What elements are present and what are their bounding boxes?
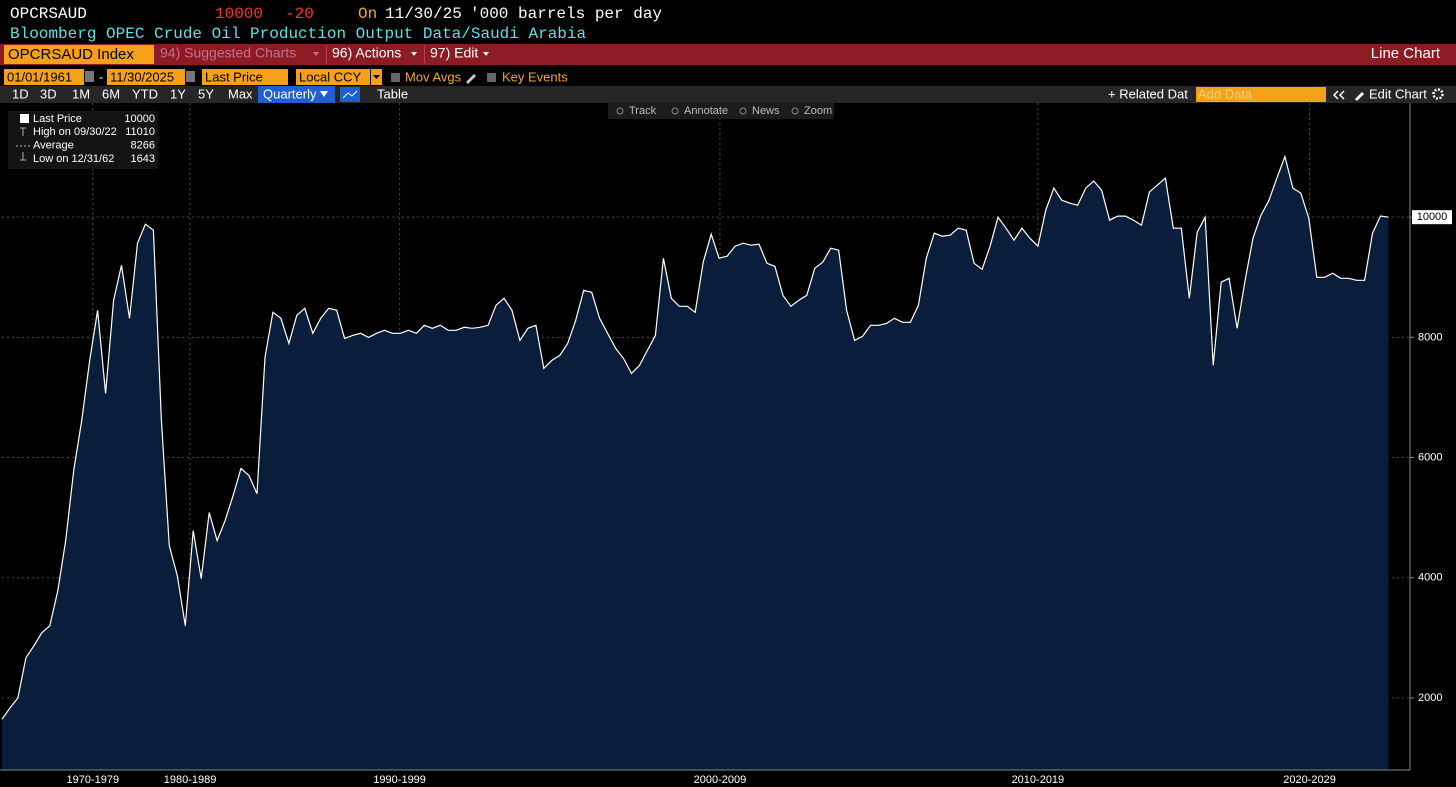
edit-chart[interactable]: Edit Chart [1369, 86, 1427, 101]
frequency[interactable]: Quarterly [263, 86, 317, 101]
x-tick-label: 1990-1999 [373, 774, 426, 786]
tool-button[interactable]: Track [629, 105, 657, 117]
tool-icon [739, 107, 747, 115]
legend-label: Low on 12/31/62 [33, 153, 114, 165]
frequency-box[interactable] [258, 86, 335, 103]
description: Bloomberg OPEC Crude Oil Production Outp… [10, 25, 586, 43]
tool-icon [671, 107, 679, 115]
collapse-icon[interactable] [1332, 90, 1345, 100]
legend-icon [20, 127, 26, 136]
menu-bar [0, 44, 1456, 65]
end-date[interactable]: 11/30/2025 [110, 69, 174, 84]
x-tick-label: 1980-1989 [164, 774, 217, 786]
currency[interactable]: Local CCY [299, 69, 361, 84]
legend-swatch [20, 114, 29, 123]
period-button[interactable]: 3D [40, 86, 57, 101]
dropdown-arrow [320, 91, 328, 97]
last-value-label: 10000 [1417, 211, 1448, 223]
input-box[interactable] [1196, 87, 1326, 102]
y-tick-label: 8000 [1418, 331, 1442, 343]
checkbox[interactable] [487, 73, 496, 82]
legend-value: 1643 [131, 153, 155, 165]
legend-value: 10000 [124, 113, 155, 125]
ticker: OPCRSAUD [10, 5, 87, 23]
menu-item[interactable]: 96) Actions [332, 45, 401, 61]
period-button[interactable]: Max [228, 86, 253, 101]
legend-label: Last Price [33, 113, 82, 125]
y-tick-label: 2000 [1418, 692, 1442, 704]
dropdown-arrow [483, 52, 489, 56]
input-box[interactable] [202, 69, 288, 85]
period-bar [0, 86, 1456, 103]
checkbox[interactable] [391, 73, 400, 82]
dropdown-arrow [411, 52, 417, 56]
y-tick-label: 4000 [1418, 572, 1442, 584]
add-data[interactable]: Add Data [1198, 86, 1253, 101]
chart-icon-line [342, 90, 358, 99]
last-value-box [1412, 210, 1452, 225]
input-box[interactable] [4, 69, 84, 85]
tool-button[interactable]: Annotate [684, 105, 728, 117]
field[interactable]: Last Price [205, 69, 263, 84]
option[interactable]: Key Events [502, 69, 568, 84]
pencil-icon[interactable] [466, 74, 476, 84]
last-price: 10000 [215, 5, 263, 23]
period-button[interactable]: YTD [132, 86, 158, 101]
units: '000 barrels per day [470, 5, 662, 23]
area [2, 156, 1389, 770]
calendar-icon[interactable] [186, 71, 195, 82]
menu-item[interactable]: 94) Suggested Charts [160, 45, 296, 61]
security-box[interactable] [4, 45, 154, 64]
input-box[interactable] [296, 69, 370, 85]
chart-kind: Line Chart [1371, 45, 1441, 62]
tool-icon [791, 107, 799, 115]
legend-value: 11010 [125, 126, 155, 138]
legend-value: 8266 [131, 139, 155, 151]
date-prefix: On [358, 5, 377, 23]
legend-icon [20, 152, 26, 161]
x-tick-label: 1970-1979 [67, 774, 120, 786]
line [1, 154, 1389, 720]
menu-item[interactable]: 97) Edit [430, 45, 478, 61]
separator [326, 45, 327, 64]
period-button[interactable]: 1Y [170, 86, 186, 101]
pencil-icon[interactable] [1355, 92, 1364, 101]
period-button[interactable]: 1D [12, 86, 29, 101]
tool-button[interactable]: Zoom [804, 105, 832, 117]
input-box[interactable] [107, 69, 185, 85]
table-button[interactable]: Table [377, 86, 408, 101]
y-tick-label: 6000 [1418, 451, 1442, 463]
dropdown-arrow [313, 52, 319, 56]
start-date[interactable]: 01/01/1961 [7, 69, 72, 84]
period-button[interactable]: 6M [102, 86, 120, 101]
chart-tools [608, 103, 834, 119]
date: 11/30/25 [385, 5, 462, 23]
x-tick-label: 2020-2029 [1283, 774, 1336, 786]
tool-icon [616, 107, 624, 115]
x-tick-label: 2010-2019 [1012, 774, 1065, 786]
separator [424, 45, 425, 64]
dropdown-arrow [373, 75, 380, 79]
calendar-icon[interactable] [85, 71, 94, 82]
date-separator: - [99, 69, 103, 84]
security[interactable]: OPCRSAUD Index [8, 46, 134, 63]
option[interactable]: Mov Avgs [405, 69, 462, 84]
period-button[interactable]: 5Y [198, 86, 214, 101]
period-button[interactable]: 1M [72, 86, 90, 101]
change: -20 [285, 5, 314, 23]
related-data[interactable]: + Related Dat [1108, 86, 1188, 101]
settings-icon[interactable] [1432, 88, 1444, 100]
legend-label: Average [33, 139, 74, 151]
legend [8, 111, 158, 169]
x-tick-label: 2000-2009 [694, 774, 747, 786]
tool-button[interactable]: News [752, 105, 780, 117]
legend-label: High on 09/30/22 [33, 126, 117, 138]
